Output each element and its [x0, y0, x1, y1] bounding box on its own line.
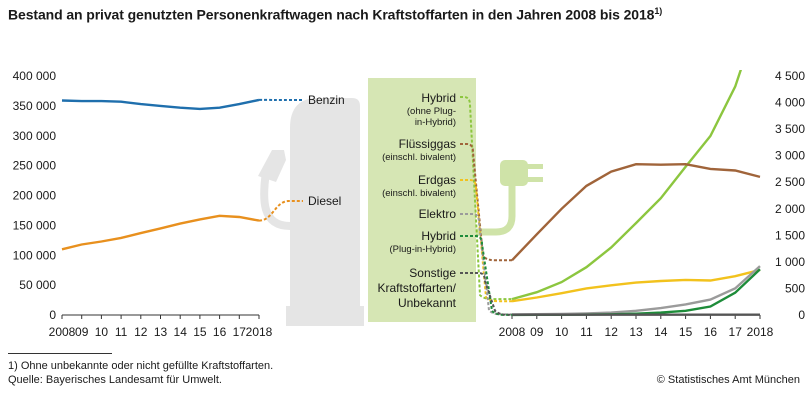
line-hybrid-4 — [511, 268, 761, 317]
connector-diesel — [258, 200, 303, 222]
right-x-tick-label: 14 — [654, 325, 668, 339]
series-label-hybrid: Hybrid — [421, 229, 456, 243]
right-y-tick-label: 4 500 — [775, 69, 805, 83]
electric-plug-icon — [476, 160, 543, 236]
left-x-tick-label: 10 — [95, 325, 109, 339]
left-x-tick-label: 13 — [154, 325, 168, 339]
connector-sonstige-kraftstoffarten-unbekannt-5 — [460, 272, 512, 316]
left-y-tick-label: 400 000 — [13, 69, 57, 83]
series-label-sonstige-kraftstoffarten-unbekannt: Unbekannt — [398, 296, 457, 310]
series-sublabel-hybrid: (Plug-in-Hybrid) — [389, 244, 456, 255]
left-y-tick-label: 100 000 — [13, 248, 57, 262]
connector-hybrid-4 — [460, 235, 512, 316]
left-y-tick-label: 300 000 — [13, 129, 57, 143]
right-y-tick-label: 0 — [798, 308, 805, 322]
right-y-tick-label: 2 500 — [775, 175, 805, 189]
series-label-diesel: Diesel — [308, 194, 341, 208]
right-x-tick-label: 12 — [605, 325, 619, 339]
source-note: Quelle: Bayerisches Landesamt für Umwelt… — [8, 374, 222, 386]
series-sublabel-fluessiggas: (einschl. bivalent) — [382, 152, 456, 163]
series-sublabel-hybrid: (ohne Plug- — [407, 106, 456, 117]
left-y-tick-label: 250 000 — [13, 159, 57, 173]
right-y-tick-label: 1 000 — [775, 255, 805, 269]
series-sublabel-hybrid: in-Hybrid) — [415, 117, 456, 128]
left-y-tick-label: 150 000 — [13, 218, 57, 232]
left-x-tick-label: 15 — [193, 325, 207, 339]
left-x-tick-label: 2018 — [246, 325, 273, 339]
left-y-tick-label: 50 000 — [19, 278, 56, 292]
right-y-tick-label: 3 000 — [775, 149, 805, 163]
left-x-tick-label: 12 — [134, 325, 148, 339]
fuel-pump-icon — [258, 98, 364, 326]
left-y-tick-label: 200 000 — [13, 189, 57, 203]
series-label-sonstige-kraftstoffarten-unbekannt: Sonstige — [409, 266, 456, 280]
left-x-tick-label: 16 — [213, 325, 227, 339]
left-y-tick-label: 350 000 — [13, 99, 57, 113]
line-hybrid-0 — [511, 70, 743, 301]
footnote-divider — [8, 353, 112, 354]
series-sublabel-erdgas: (einschl. bivalent) — [382, 188, 456, 199]
line-erdgas-2 — [511, 268, 761, 303]
right-x-tick-label: 13 — [629, 325, 643, 339]
right-x-tick-label: 10 — [555, 325, 569, 339]
right-x-axis: 2008 09 10 11 12 13 14 15 16 17 2018 — [499, 315, 774, 339]
right-y-tick-label: 1 500 — [775, 228, 805, 242]
left-series-labels: Benzin Diesel — [308, 93, 345, 208]
left-x-tick-label: 09 — [75, 325, 89, 339]
footnote: 1) Ohne unbekannte oder nicht gefüllte K… — [8, 360, 274, 372]
left-y-tick-label: 0 — [49, 308, 56, 322]
right-x-tick-label: 16 — [704, 325, 718, 339]
line-elektro-3 — [511, 265, 761, 316]
right-x-tick-label: 2018 — [747, 325, 774, 339]
left-x-tick-label: 2008 — [49, 325, 76, 339]
right-x-tick-label: 11 — [580, 325, 593, 339]
right-y-tick-label: 4 000 — [775, 96, 805, 110]
series-label-elektro: Elektro — [419, 207, 457, 221]
right-y-tick-label: 2 000 — [775, 202, 805, 216]
series-label-fluessiggas: Flüssiggas — [399, 137, 456, 151]
right-x-tick-label: 15 — [679, 325, 693, 339]
line-benzin — [61, 98, 260, 111]
right-x-tick-label: 09 — [530, 325, 544, 339]
series-label-benzin: Benzin — [308, 93, 345, 107]
left-x-axis: 2008 09 10 11 12 13 14 15 16 17 2018 — [49, 315, 273, 339]
right-x-tick-label: 17 — [729, 325, 743, 339]
line-fluessiggas-1 — [511, 162, 761, 262]
copyright-note: © Statistisches Amt München — [656, 374, 800, 386]
left-x-tick-label: 11 — [115, 325, 128, 339]
left-connector-group — [258, 98, 303, 222]
right-series-group — [511, 70, 761, 317]
left-x-tick-label: 17 — [233, 325, 247, 339]
chart-title: Bestand an privat genutzten Personenkraf… — [8, 6, 663, 23]
alternative-fuels-panel — [368, 78, 476, 322]
right-x-tick-label: 2008 — [499, 325, 526, 339]
series-label-hybrid: Hybrid — [421, 91, 456, 105]
series-label-sonstige-kraftstoffarten-unbekannt: Kraftstoffarten/ — [378, 281, 457, 295]
left-x-tick-label: 14 — [174, 325, 188, 339]
left-series-group — [61, 98, 260, 251]
series-label-erdgas: Erdgas — [418, 173, 456, 187]
right-y-tick-label: 500 — [785, 281, 805, 295]
right-connector-group — [460, 96, 512, 316]
right-series-labels: Hybrid(ohne Plug-in-Hybrid)Flüssiggas(ei… — [378, 91, 457, 310]
line-diesel — [61, 214, 260, 251]
right-y-tick-label: 3 500 — [775, 122, 805, 136]
